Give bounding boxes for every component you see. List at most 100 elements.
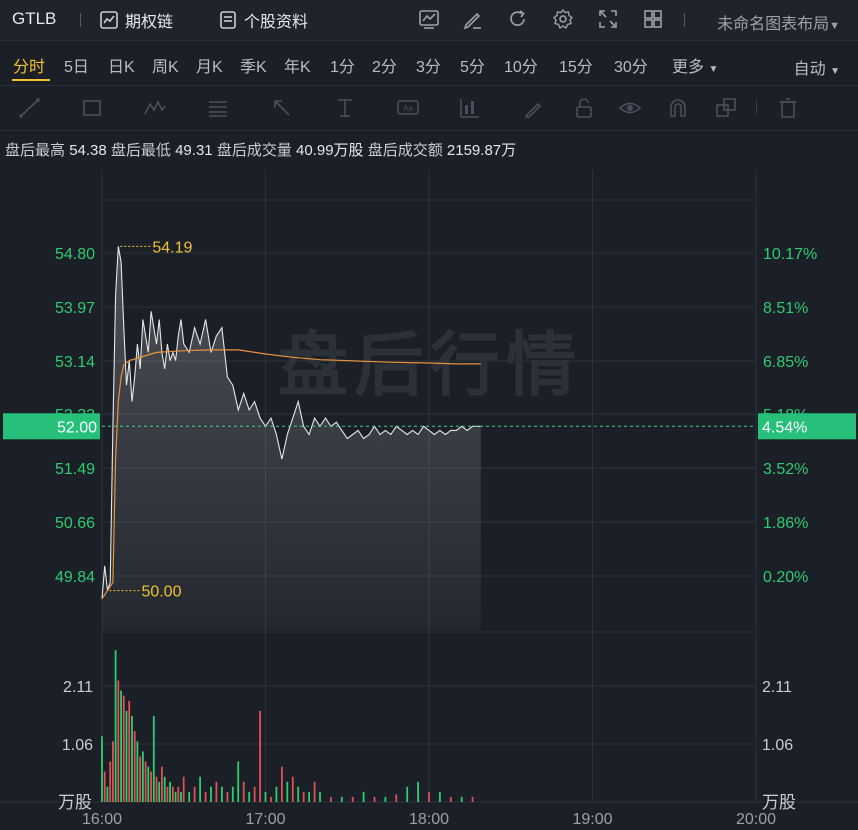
rectangle-tool-icon[interactable]: [80, 96, 104, 120]
volume-bar: [330, 796, 332, 802]
settings-gear-icon[interactable]: [552, 8, 574, 30]
tab-10min[interactable]: 10分: [504, 59, 538, 76]
eye-icon[interactable]: [618, 96, 642, 120]
current-price-label: 52.00: [57, 419, 97, 436]
volume-bar: [180, 791, 182, 802]
chart-doc-icon: [100, 11, 118, 29]
volume-bar: [101, 736, 103, 802]
pattern-tool-icon[interactable]: [143, 96, 167, 120]
volume-bar: [253, 786, 256, 802]
trend-line-icon[interactable]: [18, 96, 42, 120]
volume-bar: [114, 650, 117, 802]
options-chain-button[interactable]: 期权链: [99, 8, 173, 32]
auto-label: 自动: [793, 61, 826, 78]
tab-daily[interactable]: 日K: [108, 59, 135, 76]
volume-bar: [166, 786, 169, 802]
tab-3min[interactable]: 3分: [416, 59, 441, 76]
price-area-fill: [102, 246, 481, 630]
volume-bar: [215, 781, 218, 803]
volume-bar: [231, 786, 234, 802]
chart-type-icon[interactable]: [418, 8, 440, 30]
watermark: 盘后行情: [278, 324, 582, 406]
volume-bar: [313, 781, 316, 803]
volume-bar: [351, 796, 354, 802]
volume-bar: [210, 786, 212, 802]
volume-bar: [133, 731, 136, 802]
time-tick-label: 17:00: [245, 811, 285, 828]
magnet-icon[interactable]: [666, 96, 690, 120]
volume-bar: [291, 776, 294, 802]
grid-layout-icon[interactable]: [642, 8, 664, 30]
volume-bar: [406, 786, 409, 802]
caret-down-icon: ▼: [830, 66, 840, 77]
volume-bar: [142, 751, 144, 802]
volume-bar: [384, 796, 387, 802]
lock-icon[interactable]: [572, 96, 596, 120]
tab-weekly[interactable]: 周K: [152, 59, 179, 76]
ticker-symbol[interactable]: GTLB: [12, 9, 57, 28]
drawing-toolbar: Aa: [0, 86, 858, 131]
tab-1min[interactable]: 1分: [330, 59, 355, 76]
tab-intraday[interactable]: 分时: [13, 59, 46, 76]
percent-tick-label: 10.17%: [763, 246, 817, 263]
tab-5min[interactable]: 5分: [460, 59, 485, 76]
volume-bar: [158, 781, 161, 803]
volume-bar: [128, 700, 131, 803]
volume-bar: [122, 695, 125, 802]
tab-yearly[interactable]: 年K: [284, 59, 311, 76]
arrow-tool-icon[interactable]: [270, 96, 294, 120]
high-value: 54.38: [69, 142, 107, 159]
percent-tick-label: 0.20%: [763, 569, 808, 586]
tab-30min[interactable]: 30分: [614, 59, 648, 76]
volume-bar: [120, 690, 122, 802]
low-value: 49.31: [175, 142, 213, 159]
tab-monthly[interactable]: 月K: [196, 59, 223, 76]
price-area: [102, 246, 481, 630]
layout-selector[interactable]: 未命名图表布局▼: [717, 10, 840, 34]
text-label-icon[interactable]: Aa: [396, 96, 420, 120]
trash-icon[interactable]: [776, 96, 800, 120]
refresh-icon[interactable]: [507, 8, 529, 30]
price-tick-label: 53.14: [55, 354, 95, 371]
stock-profile-button[interactable]: 个股资料: [218, 8, 308, 32]
volume-bar: [302, 791, 305, 802]
volume-bars: [101, 650, 474, 803]
volume-tick-label: 2.11: [63, 679, 93, 696]
tab-15min[interactable]: 15分: [559, 59, 593, 76]
volume-bar: [144, 761, 147, 802]
layers-icon[interactable]: [714, 96, 738, 120]
top-bar: GTLB 期权链 个股资料 未命名图表布局▼: [0, 0, 858, 41]
tab-quarterly[interactable]: 季K: [240, 59, 267, 76]
fullscreen-icon[interactable]: [597, 8, 619, 30]
percent-tick-label: 6.85%: [763, 354, 808, 371]
volume-tick-label: 1.06: [62, 737, 93, 754]
tab-2min[interactable]: 2分: [372, 59, 397, 76]
volume-bar: [106, 786, 109, 802]
volume-bar: [373, 796, 376, 802]
brush-icon[interactable]: [522, 96, 546, 120]
volume-bar: [362, 791, 365, 802]
volume-bar: [286, 781, 289, 803]
volume-bar: [237, 761, 240, 802]
tab-5day[interactable]: 5日: [64, 59, 89, 76]
text-cursor-icon[interactable]: [333, 96, 357, 120]
more-dropdown[interactable]: 更多 ▼: [672, 53, 718, 77]
document-icon: [220, 11, 236, 29]
svg-text:Aa: Aa: [403, 104, 413, 113]
volume-bar: [281, 766, 283, 802]
volume-bar: [319, 791, 321, 802]
volume-bar: [125, 710, 128, 802]
volume-bar: [308, 791, 310, 802]
draw-pen-icon[interactable]: [462, 8, 484, 30]
price-tick-label: 51.49: [55, 461, 95, 478]
measure-tool-icon[interactable]: [458, 96, 482, 120]
auto-scale-dropdown[interactable]: 自动 ▼: [794, 55, 840, 79]
volume-bar: [270, 796, 272, 802]
high-label: 盘后最高: [5, 142, 66, 159]
volume-bar: [204, 791, 207, 802]
divider: [80, 13, 81, 27]
volume-bar: [139, 756, 142, 802]
caret-down-icon: ▼: [829, 20, 840, 32]
fibonacci-icon[interactable]: [206, 96, 230, 120]
